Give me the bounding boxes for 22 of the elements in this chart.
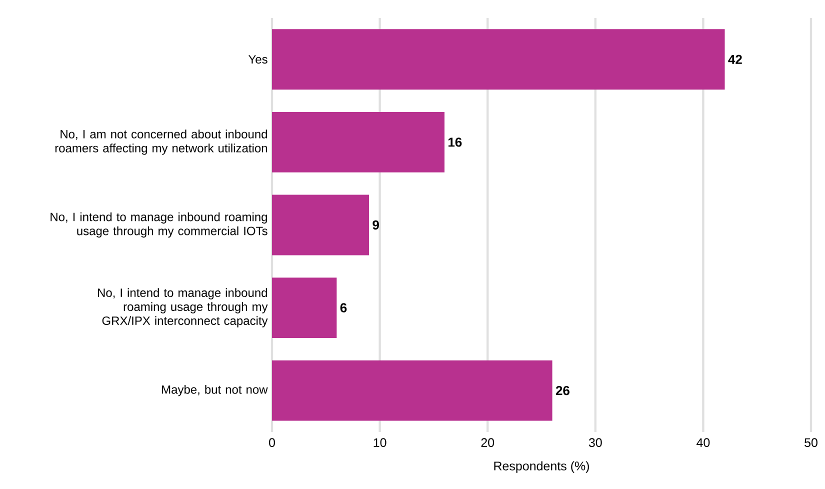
- bar: [272, 29, 725, 90]
- data-label: 16: [448, 138, 462, 147]
- bar: [272, 360, 552, 421]
- y-tick-label: Yes: [248, 55, 268, 64]
- x-axis-title: Respondents (%): [494, 461, 589, 473]
- data-label: 6: [340, 303, 347, 312]
- data-label: 26: [556, 386, 570, 396]
- x-tick-label: 30: [588, 438, 602, 448]
- bar: [272, 194, 370, 256]
- x-tick-label: 10: [374, 438, 386, 448]
- x-tick-label: 50: [804, 438, 818, 448]
- x-tick-label: 0: [269, 438, 275, 448]
- data-label: 9: [372, 220, 379, 230]
- y-tick-label: Maybe, but not now: [162, 384, 268, 396]
- y-tick-label: No, I am not concerned about inbound roamers affecting my network utilization: [55, 130, 267, 155]
- bar: [272, 278, 337, 338]
- y-tick-label: No, I intend to manage inbound roaming usage through my commercial IOTs: [50, 212, 268, 238]
- x-tick-label: 40: [696, 438, 710, 448]
- x-tick-label: 20: [481, 438, 494, 448]
- data-label: 42: [728, 54, 742, 64]
- bar: [272, 112, 444, 172]
- y-tick-label: No, I intend to manage inbound roaming usage through my GRX/IPX interconnect capacity: [98, 288, 268, 328]
